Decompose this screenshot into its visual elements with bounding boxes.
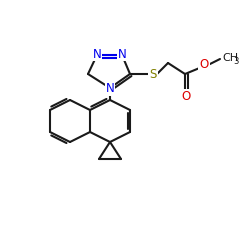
Text: 3: 3: [233, 56, 238, 66]
Text: S: S: [149, 68, 157, 80]
Text: O: O: [200, 58, 208, 71]
Text: N: N: [118, 48, 126, 60]
Text: O: O: [182, 90, 191, 102]
Text: N: N: [106, 82, 114, 96]
Text: N: N: [92, 48, 102, 60]
Text: CH: CH: [222, 53, 238, 63]
